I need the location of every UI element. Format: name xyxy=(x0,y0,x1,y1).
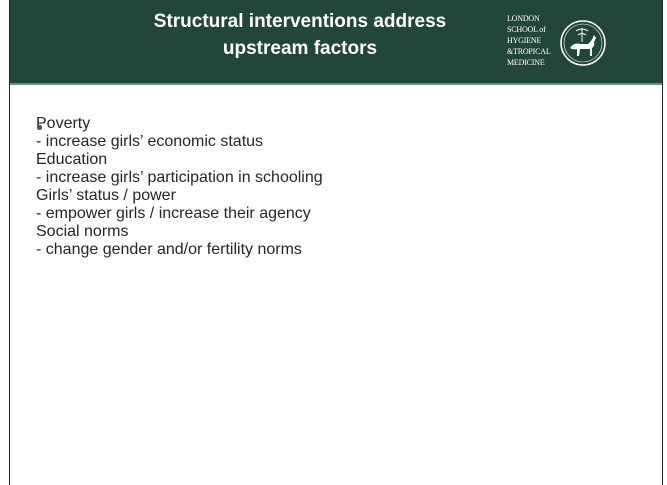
logo-line: MEDICINE xyxy=(507,58,545,67)
bullet-item: Girls’ status / power - empower girls / i… xyxy=(36,125,636,223)
bullet-list: Poverty - increase girls’ economic status… xyxy=(36,115,636,259)
bullet-item: Education - increase girls’ participation… xyxy=(36,125,636,187)
bullet-dot xyxy=(37,125,42,130)
bullet-detail: - increase girls’ economic status xyxy=(36,133,264,150)
logo-text: LONDON SCHOOL of HYGIENE &TROPICAL MEDICINE xyxy=(507,13,557,68)
slide-frame xyxy=(9,0,663,485)
bullet-detail: - increase girls’ participation in schoo… xyxy=(36,169,323,186)
bullet-item: Poverty - increase girls’ economic status xyxy=(36,115,636,151)
logo-crest xyxy=(560,20,606,66)
logo-line: SCHOOL of xyxy=(507,25,546,34)
logo-line: LONDON xyxy=(507,14,540,23)
bullet-heading: Poverty xyxy=(36,115,91,132)
bullet-heading: Girls’ status / power xyxy=(36,187,176,204)
bullet-detail: - empower girls / increase their agency xyxy=(36,205,311,222)
title-line: upstream factors xyxy=(222,38,378,59)
logo-line: HYGIENE xyxy=(507,36,542,45)
title-line: Structural interventions address xyxy=(153,11,447,32)
bullet-detail: - change gender and/or fertility norms xyxy=(36,241,302,258)
slide-title: Structural interventions address upstrea… xyxy=(50,8,550,62)
bullet-heading: Education xyxy=(36,151,108,168)
bullet-heading: Social norms xyxy=(36,223,129,240)
logo-line: &TROPICAL xyxy=(507,47,551,56)
header-band: Structural interventions address upstrea… xyxy=(10,0,662,85)
bullet-item: Social norms - change gender and/or ferti… xyxy=(36,125,636,259)
